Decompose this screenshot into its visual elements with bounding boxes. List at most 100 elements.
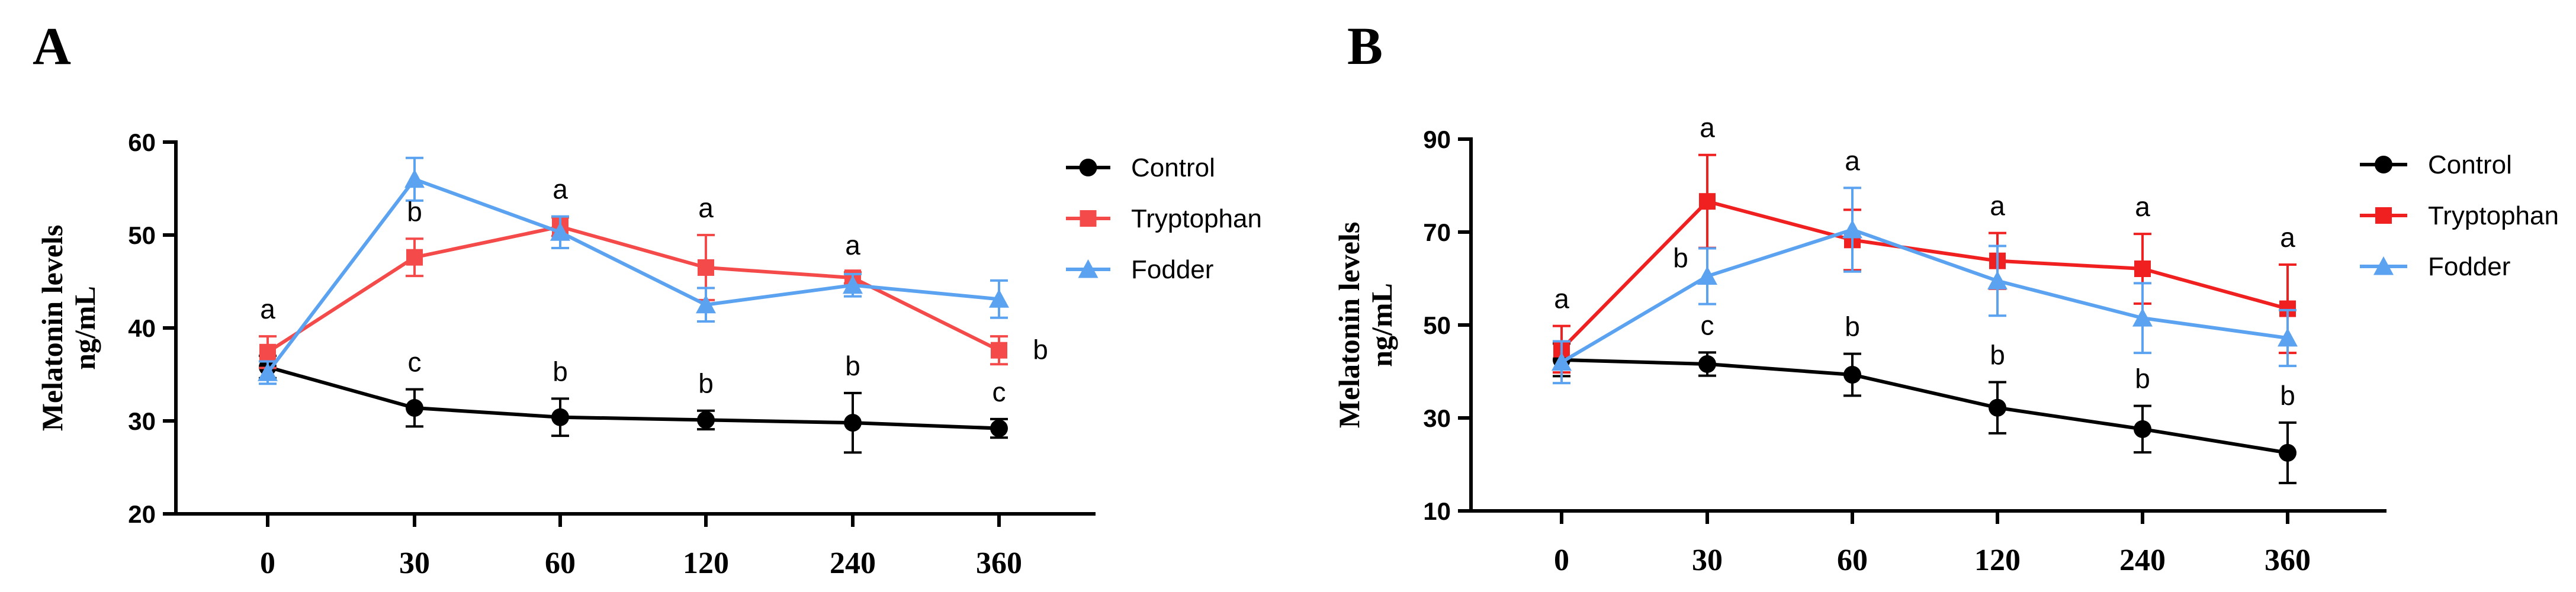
data-point	[259, 343, 276, 361]
x-tick-label: 120	[683, 546, 729, 580]
data-point	[2134, 420, 2151, 438]
significance-label: a	[2280, 222, 2295, 253]
data-point	[2279, 443, 2296, 462]
data-point	[1698, 355, 1716, 373]
series-tryptophan	[1553, 153, 2296, 374]
panel-letter: A	[33, 17, 71, 76]
significance-label: b	[698, 368, 714, 399]
significance-label: a	[845, 230, 860, 260]
data-point	[990, 419, 1008, 437]
series-line	[267, 365, 1000, 430]
data-point	[2134, 260, 2151, 278]
x-tick-label: 30	[1692, 543, 1723, 577]
significance-label: a	[1554, 284, 1569, 314]
data-point	[2278, 327, 2298, 347]
data-point	[844, 414, 862, 432]
legend-label: Fodder	[1131, 255, 1213, 284]
y-tick-label: 20	[128, 500, 156, 528]
legend-marker	[2373, 256, 2394, 275]
series-line	[266, 177, 1000, 374]
data-point	[1989, 398, 2006, 417]
y-tick-label: 90	[1423, 126, 1451, 153]
legend-item-fodder: Fodder	[1066, 255, 1213, 284]
legend-label: Tryptophan	[1131, 204, 1262, 233]
x-tick-label: 240	[830, 546, 876, 580]
y-tick-label: 30	[1423, 404, 1451, 432]
x-tick-label: 60	[1837, 543, 1868, 577]
panel-b: B Melatonin levels ng/mL 10 30 50 70 90 0 30 60 120…	[1332, 17, 2559, 577]
significance-label: c	[993, 377, 1006, 407]
x-tick-label: 0	[260, 546, 275, 580]
significance-label: a	[698, 192, 714, 223]
y-tick-label: 70	[1423, 218, 1451, 246]
data-point	[696, 294, 716, 314]
x-tick-label: 30	[399, 546, 430, 580]
series-fodder	[258, 156, 1009, 385]
y-tick-label: 40	[128, 314, 156, 342]
legend-item-tryptophan: Tryptophan	[1066, 204, 1262, 233]
y-tick-label: 10	[1423, 497, 1451, 525]
y-tick-label: 30	[128, 407, 156, 435]
y-axis-label: Melatonin levels	[36, 225, 69, 432]
series-line	[266, 224, 1000, 354]
x-tick-label: 360	[2265, 543, 2311, 577]
x-tick-label: 360	[976, 546, 1022, 580]
legend-label: Control	[1131, 153, 1215, 182]
data-point	[843, 275, 863, 294]
legend-marker	[1080, 210, 1097, 227]
series-fodder	[1552, 186, 2298, 385]
significance-label: b	[1033, 334, 1048, 365]
x-tick-label: 0	[1554, 543, 1569, 577]
y-tick-label: 50	[128, 221, 156, 249]
data-point	[550, 222, 570, 241]
panel-a: A Melatonin levels ng/mL 20 30 40 50 60 0 30 60 120…	[33, 17, 1262, 580]
data-point	[1552, 352, 1572, 371]
significance-label: b	[2280, 380, 2295, 411]
significance-label: b	[1845, 311, 1860, 342]
y-axis-label: Melatonin levels	[1332, 222, 1366, 429]
y-axis-unit-label: ng/mL	[68, 286, 101, 370]
legend: Control Tryptophan Fodder	[2360, 150, 2559, 281]
legend-marker	[1078, 259, 1099, 278]
series-tryptophan	[259, 216, 1008, 369]
data-point	[1843, 365, 1861, 384]
x-tick-label: 120	[1974, 543, 2021, 577]
data-point	[697, 411, 715, 429]
data-point	[258, 362, 278, 381]
legend-label: Tryptophan	[2428, 201, 2559, 230]
significance-label: b	[845, 350, 860, 381]
series-line	[1560, 199, 2288, 350]
y-axis-unit-label: ng/mL	[1365, 283, 1398, 367]
data-point	[1697, 266, 1717, 285]
data-point	[2132, 308, 2153, 327]
y-tick-label: 60	[128, 128, 156, 156]
data-point	[1842, 220, 1862, 239]
series-line	[1561, 358, 2288, 455]
legend-item-tryptophan: Tryptophan	[2360, 201, 2559, 230]
significance-label: b	[1990, 340, 2005, 371]
legend-item-control: Control	[2360, 150, 2512, 179]
data-point	[406, 399, 423, 417]
legend-item-fodder: Fodder	[2360, 252, 2510, 281]
series-line	[1560, 227, 2288, 364]
significance-label: b	[553, 356, 568, 387]
legend-label: Control	[2428, 150, 2512, 179]
y-tick-label: 50	[1423, 311, 1451, 339]
data-point	[404, 169, 425, 188]
legend-label: Fodder	[2428, 252, 2510, 281]
legend-item-control: Control	[1066, 153, 1215, 182]
significance-label: a	[1990, 191, 2005, 221]
significance-label: c	[1701, 310, 1714, 340]
panel-letter: B	[1347, 17, 1383, 76]
significance-label: b	[407, 196, 422, 227]
significance-label: b	[1673, 243, 1688, 274]
significance-label: a	[1845, 145, 1860, 176]
data-point	[991, 342, 1007, 359]
significance-label: a	[2135, 191, 2150, 222]
significance-label: b	[2135, 363, 2150, 394]
data-point	[1987, 271, 2008, 289]
significance-label: c	[408, 347, 422, 378]
legend: Control Tryptophan Fodder	[1066, 153, 1262, 284]
significance-label: a	[260, 294, 275, 324]
